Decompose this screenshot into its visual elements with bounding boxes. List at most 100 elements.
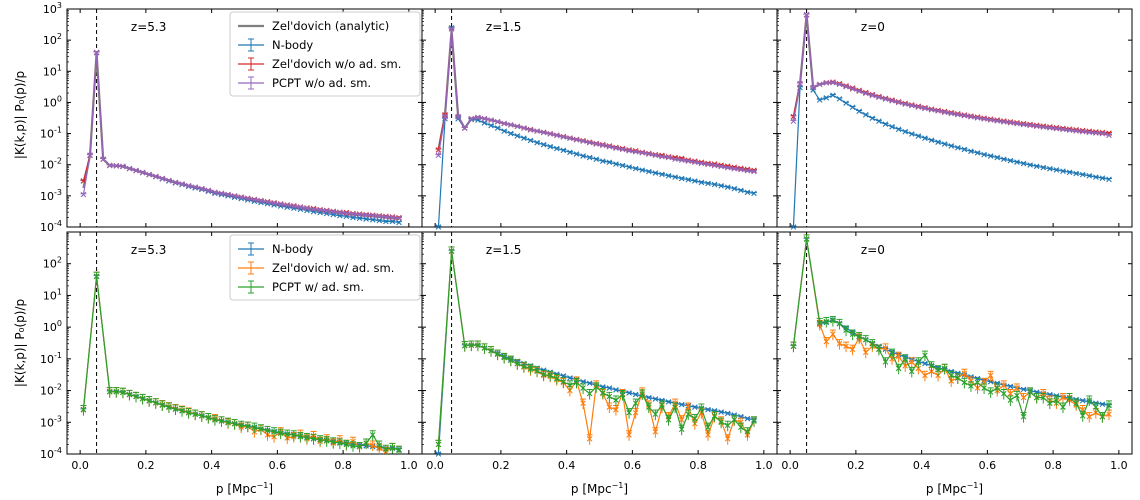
panel-top-1-data-point	[291, 203, 297, 210]
panel-top-1-data-point	[383, 218, 389, 225]
panel-bottom-2-data-point	[659, 397, 665, 404]
panel-top-1-data-point	[139, 169, 146, 176]
panel-top-3-data-point	[968, 148, 974, 155]
panel-top-1-data-point	[166, 177, 172, 184]
panel-top-2-data-point	[481, 120, 488, 126]
panel-top-1-data-point	[389, 214, 396, 221]
panel-top-2-data-point	[494, 118, 501, 125]
panel-bottom-1-data-point	[350, 443, 356, 449]
panel-top-3-data-point	[895, 126, 902, 133]
panel-bottom-3-data-point	[1040, 394, 1047, 401]
panel-bottom-1-data-point	[369, 432, 376, 438]
panel-top-3-data-point	[994, 154, 1001, 161]
panel-top-1-data-point	[310, 206, 317, 213]
panel-bottom-3-data-point	[1106, 402, 1112, 408]
panel-top-3-data-point	[862, 90, 869, 97]
panel-bottom-1-data-point	[396, 447, 402, 454]
panel-top-1-data-point	[179, 181, 185, 187]
panel-top-3-data-point	[856, 108, 862, 115]
panel-top-1-data-point	[244, 195, 251, 202]
panel-top-3-data-point	[790, 118, 797, 124]
panel-top-2-data-point	[573, 151, 580, 157]
panel-bottom-3-data-point	[889, 350, 895, 357]
panel-bottom-2-data-point	[718, 409, 724, 415]
panel-top-1-data-point	[120, 163, 126, 170]
panel-bottom-2-data-point	[639, 391, 646, 397]
panel-top-1-data-point	[350, 211, 356, 217]
panel-top-1-data-point	[376, 213, 383, 220]
panel-top-2-data-point	[632, 149, 639, 155]
y-tick-label: 101	[43, 287, 62, 302]
panel-top-1-legend-label: Zel'dovich w/o ad. sm.	[272, 57, 401, 71]
x-tick-label: 0.8	[1044, 459, 1062, 472]
panel-bottom-2-data-point	[652, 411, 659, 417]
panel-bottom-1-data-point	[218, 418, 225, 424]
panel-bottom-2-data-point	[738, 424, 744, 430]
panel-bottom-1-data-point	[337, 440, 343, 446]
panel-top-2-data-point	[586, 139, 593, 146]
panel-bottom-1-data-point	[244, 423, 251, 430]
panel-top-2-data-point	[573, 137, 580, 143]
panel-bottom-3-data-point	[1014, 385, 1020, 391]
panel-bottom-3-data-point	[954, 375, 961, 381]
panel-bottom-2-data-point	[685, 404, 692, 410]
panel-top-3-data-point	[915, 133, 922, 139]
panel-bottom-3-data-point	[856, 333, 862, 340]
panel-top-2-data-point	[692, 159, 698, 166]
panel-bottom-3-data-point	[869, 340, 876, 347]
panel-bottom-2-data-point	[632, 391, 639, 398]
panel-top-1-z-label: z=5.3	[131, 20, 166, 34]
panel-top-3-data-point	[1020, 121, 1027, 128]
x-tick-label: 0.8	[689, 459, 707, 472]
panel-top-2-data-point	[547, 143, 553, 150]
panel-bottom-1-data-point	[106, 388, 113, 395]
panel-top-2-data-point	[488, 117, 494, 123]
panel-bottom-2-data-point	[659, 402, 665, 408]
panel-bottom-2-data-point	[672, 404, 678, 410]
panel-bottom-2-data-point	[744, 429, 751, 435]
panel-top-3-data-point	[1033, 123, 1040, 130]
panel-top-1-data-point	[192, 184, 198, 190]
panel-top-1-data-point	[277, 201, 284, 207]
panel-top-1-legend-label: N-body	[272, 38, 313, 52]
y-tick-label: 10-4	[40, 219, 62, 234]
panel-bottom-1-data-point	[152, 400, 159, 406]
panel-bottom-3-data-point	[1066, 394, 1073, 401]
panel-top-1-data-point	[396, 215, 402, 222]
panel-top-2-data-point	[738, 187, 744, 194]
panel-bottom-2-data-point	[435, 451, 442, 457]
panel-top-3-data-point	[1014, 120, 1020, 127]
panel-bottom-3-data-point	[1093, 404, 1099, 410]
panel-bottom-3-data-point	[1106, 411, 1112, 417]
panel-bottom-3-data-point	[961, 370, 968, 377]
panel-top-3-data-point	[1093, 130, 1099, 136]
panel-bottom-3-data-point	[1014, 392, 1020, 399]
panel-top-3-data-point	[823, 80, 830, 86]
panel-top-1-data-point	[113, 163, 120, 169]
panel-top-2-data-point	[731, 165, 738, 172]
panel-top-2-data-point	[606, 143, 613, 150]
panel-bottom-2-data-point	[461, 342, 468, 349]
panel-top-3-data-point	[908, 102, 915, 109]
panel-top-2-data-point	[724, 164, 731, 171]
panel-top-1-data-point	[304, 205, 310, 212]
panel-bottom-2-data-point	[718, 419, 724, 426]
panel-bottom-1-data-point	[343, 441, 350, 448]
panel-bottom-1-data-point	[126, 391, 133, 398]
panel-bottom-1-data-point	[185, 409, 192, 416]
panel-top-3-data-point	[1073, 170, 1079, 177]
y-tick-label: 102	[43, 32, 62, 47]
panel-bottom-3-frame	[776, 231, 1133, 455]
panel-bottom-2-data-point	[724, 410, 731, 417]
panel-bottom-3-data-point	[1060, 404, 1066, 410]
panel-top-2-data-point	[744, 167, 751, 174]
panel-bottom-2-data-point	[514, 360, 521, 367]
panel-top-2-data-point	[567, 149, 573, 156]
panel-top-2-data-point	[593, 141, 600, 147]
panel-bottom-3-data-point	[915, 365, 922, 372]
panel-top-3-data-point	[1027, 162, 1033, 168]
panel-top-3-data-point	[1001, 156, 1007, 163]
panel-top-3-data-point	[816, 97, 823, 103]
panel-top-3-data-point	[803, 12, 810, 18]
panel-top-2-data-point	[685, 158, 692, 164]
